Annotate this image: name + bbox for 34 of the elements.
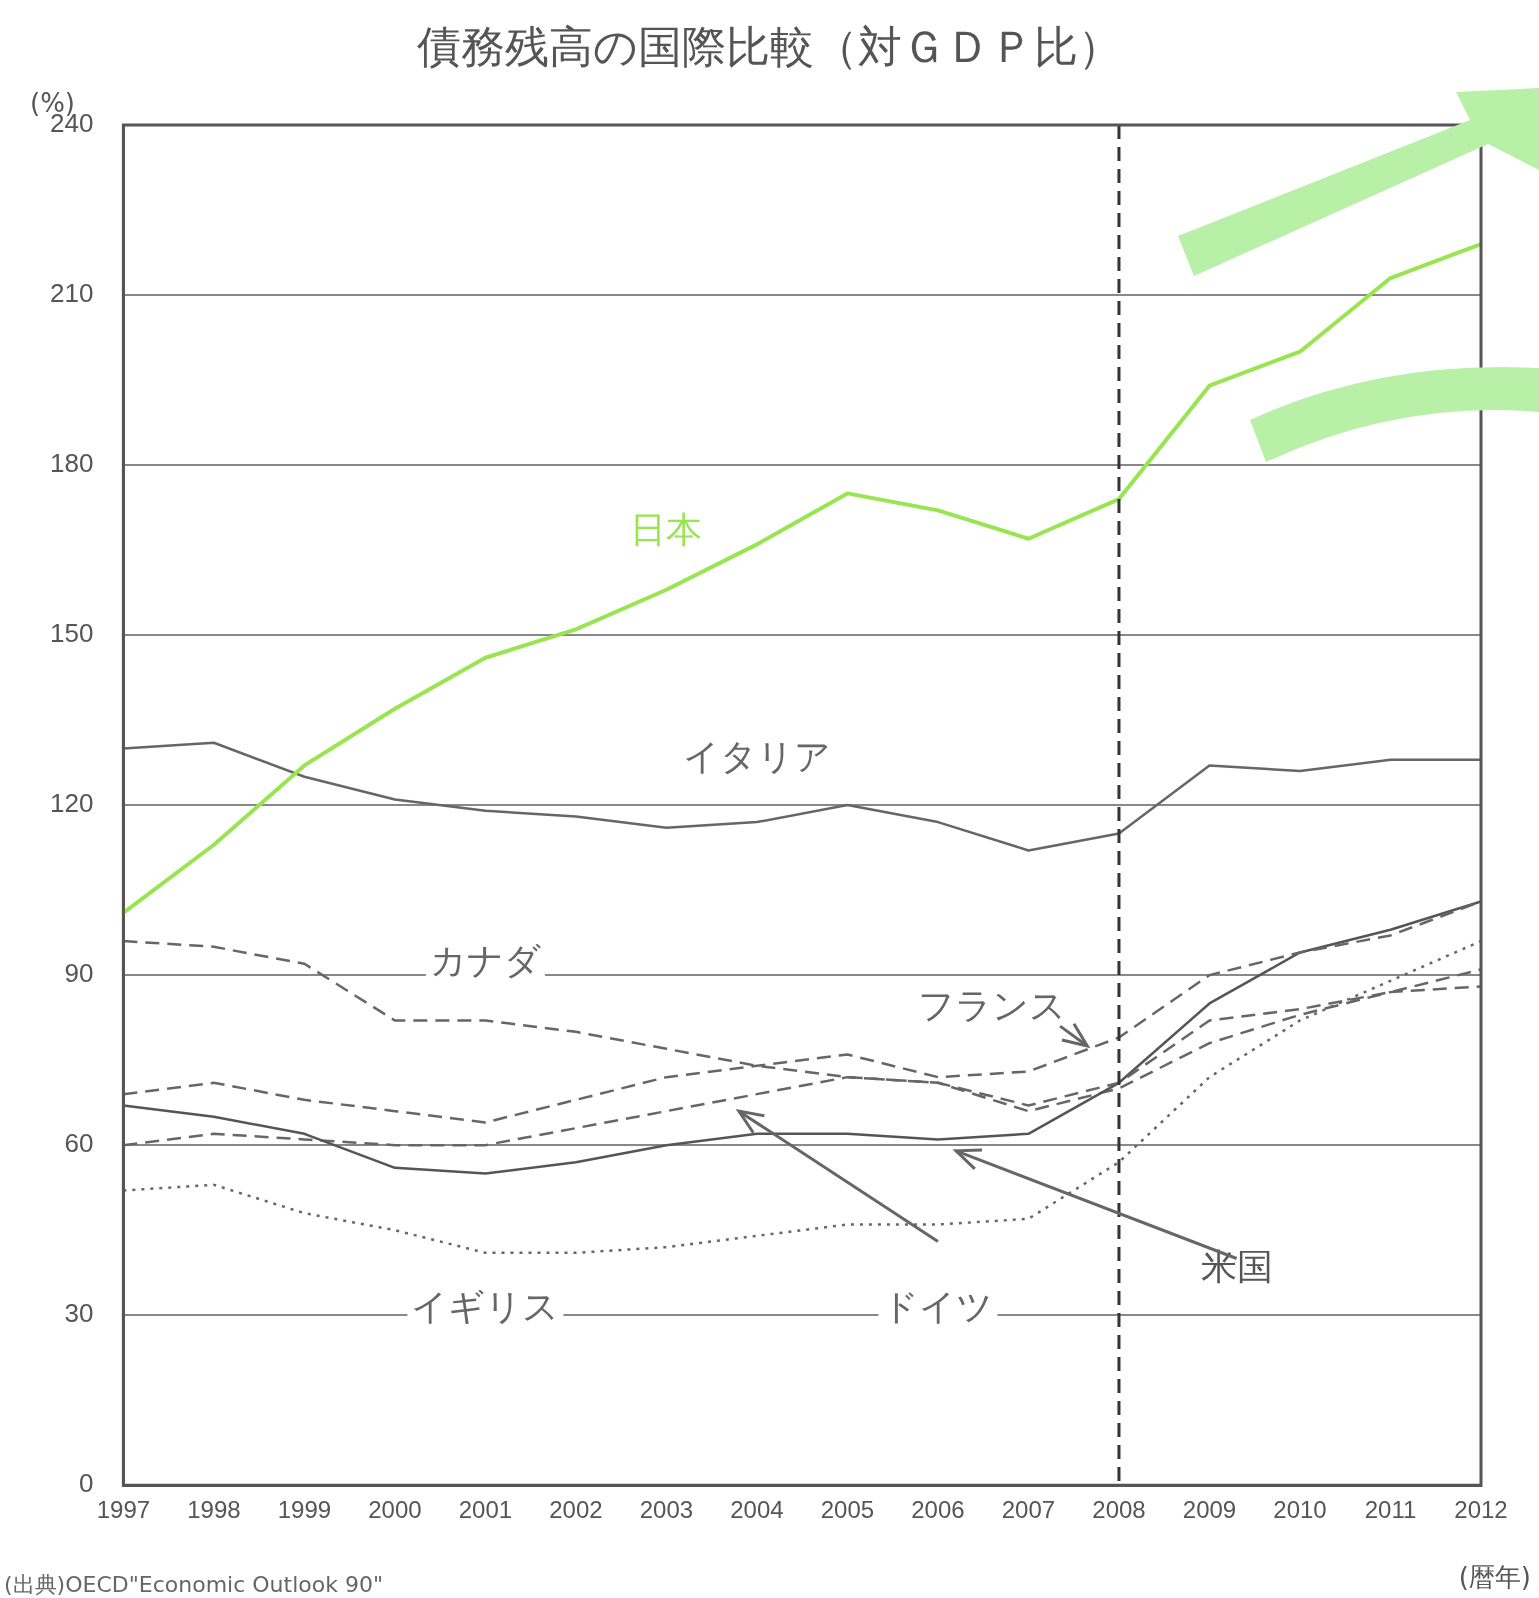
x-tick-label: 1997 xyxy=(96,1496,151,1524)
series-label: カナダ xyxy=(429,940,541,982)
series-label: フランス xyxy=(918,985,1067,1027)
y-tick-label: 180 xyxy=(49,448,94,479)
y-tick-label: 210 xyxy=(49,278,94,309)
text: (出典)OECD"Economic Outlook 90" xyxy=(4,1571,384,1598)
text: ドイツ xyxy=(882,1285,994,1327)
text: 米国 xyxy=(1200,1246,1273,1288)
series-label: 日本 xyxy=(630,509,703,551)
x-tick-label: 2009 xyxy=(1182,1496,1237,1524)
y-tick-label: 0 xyxy=(78,1468,94,1499)
x-tick-label: 2000 xyxy=(368,1496,422,1524)
series-label: イタリア xyxy=(682,736,831,778)
x-tick-label: 2002 xyxy=(549,1496,603,1524)
y-tick-label: 120 xyxy=(49,788,94,819)
y-tick-label: 30 xyxy=(64,1298,94,1329)
x-tick-label: 2005 xyxy=(820,1496,875,1524)
x-tick-label: 2003 xyxy=(639,1496,694,1524)
x-tick-label: 1999 xyxy=(277,1496,332,1524)
series-label: イギリス xyxy=(411,1285,560,1327)
chart-title: 債務残高の国際比較（対ＧＤＰ比） xyxy=(416,20,1123,74)
x-tick-label: 2010 xyxy=(1273,1496,1327,1524)
x-tick-label: 2004 xyxy=(730,1496,784,1524)
x-tick-label: 2011 xyxy=(1364,1496,1417,1524)
y-tick-label: 150 xyxy=(49,618,94,649)
x-tick-label: 2001 xyxy=(458,1496,513,1524)
y-tick-label: 90 xyxy=(64,958,94,989)
x-tick-label: 2007 xyxy=(1001,1496,1056,1524)
x-tick-label: 1998 xyxy=(187,1496,241,1524)
x-tick-label: 2006 xyxy=(911,1496,965,1524)
x-tick-label: 2008 xyxy=(1092,1496,1146,1524)
x-axis-title: (暦年) xyxy=(1458,1561,1531,1594)
y-tick-label: 60 xyxy=(64,1128,94,1159)
x-tick-label: 2012 xyxy=(1454,1496,1508,1524)
